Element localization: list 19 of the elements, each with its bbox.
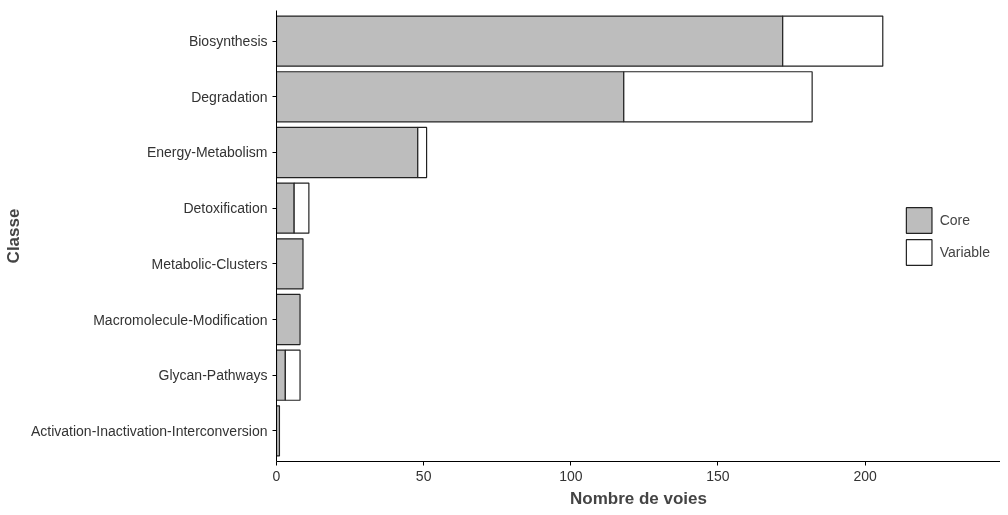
- legend-label: Core: [939, 211, 971, 228]
- x-tick-label: 150: [706, 467, 730, 484]
- x-tick-label: 200: [853, 467, 878, 484]
- bar: [276, 238, 304, 290]
- x-axis-title: Nombre de voies: [570, 488, 708, 508]
- x-tick-label: 50: [415, 467, 432, 484]
- y-tick-label: Biosynthesis: [188, 33, 268, 50]
- y-tick-label: Metabolic-Clusters: [151, 255, 268, 272]
- y-tick-label: Detoxification: [183, 200, 268, 217]
- y-tick-label: Degradation: [191, 88, 268, 105]
- legend-label: Variable: [939, 243, 990, 260]
- y-tick-label: Activation-Inactivation-Interconversion: [30, 422, 268, 439]
- x-tick-label: 0: [272, 467, 281, 484]
- y-axis-title: Classe: [3, 208, 23, 264]
- y-tick-label: Macromolecule-Modification: [93, 311, 268, 328]
- y-tick-label: Glycan-Pathways: [158, 367, 268, 384]
- bar: [276, 293, 301, 346]
- x-tick-label: 100: [559, 467, 583, 484]
- y-tick-label: Energy-Metabolism: [146, 144, 268, 161]
